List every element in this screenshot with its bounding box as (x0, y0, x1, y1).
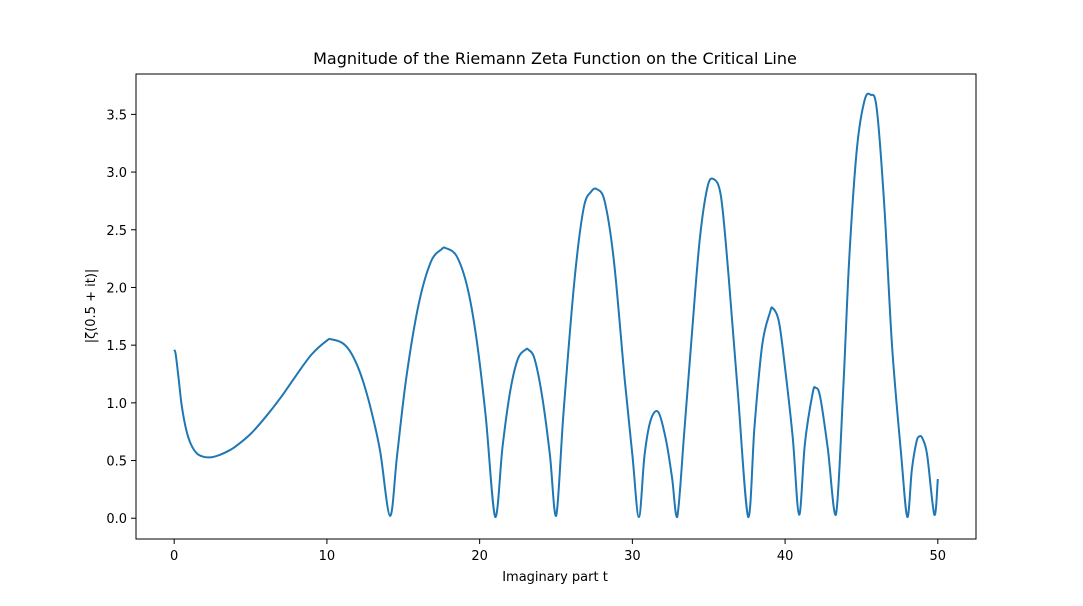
x-tick-label: 10 (319, 549, 336, 564)
x-tick-label: 0 (170, 549, 178, 564)
chart-title: Magnitude of the Riemann Zeta Function o… (313, 49, 797, 68)
y-axis-label: |ζ(0.5 + it)| (84, 269, 99, 344)
y-tick-label: 0.0 (106, 512, 127, 527)
y-tick-label: 3.5 (106, 108, 127, 123)
x-tick-label: 40 (777, 549, 794, 564)
x-axis: 0 10 20 30 40 50 (170, 539, 946, 564)
x-axis-label: Imaginary part t (502, 570, 608, 585)
y-tick-label: 1.0 (106, 397, 127, 412)
axes-frame (135, 73, 977, 540)
y-tick-label: 2.5 (106, 224, 127, 239)
y-tick-label: 0.5 (106, 455, 127, 470)
y-tick-label: 1.5 (106, 339, 127, 354)
series-layer (173, 92, 939, 519)
axes-background (136, 74, 976, 539)
series-line-0 (173, 92, 939, 519)
y-tick-label: 2.0 (106, 281, 127, 296)
plot-area (135, 73, 977, 540)
y-tick-label: 3.0 (106, 166, 127, 181)
x-tick-label: 20 (471, 549, 488, 564)
x-tick-label: 50 (930, 549, 947, 564)
x-tick-label: 30 (624, 549, 641, 564)
y-axis: 0.0 0.5 1.0 1.5 2.0 2.5 3.0 3.5 (106, 108, 136, 527)
